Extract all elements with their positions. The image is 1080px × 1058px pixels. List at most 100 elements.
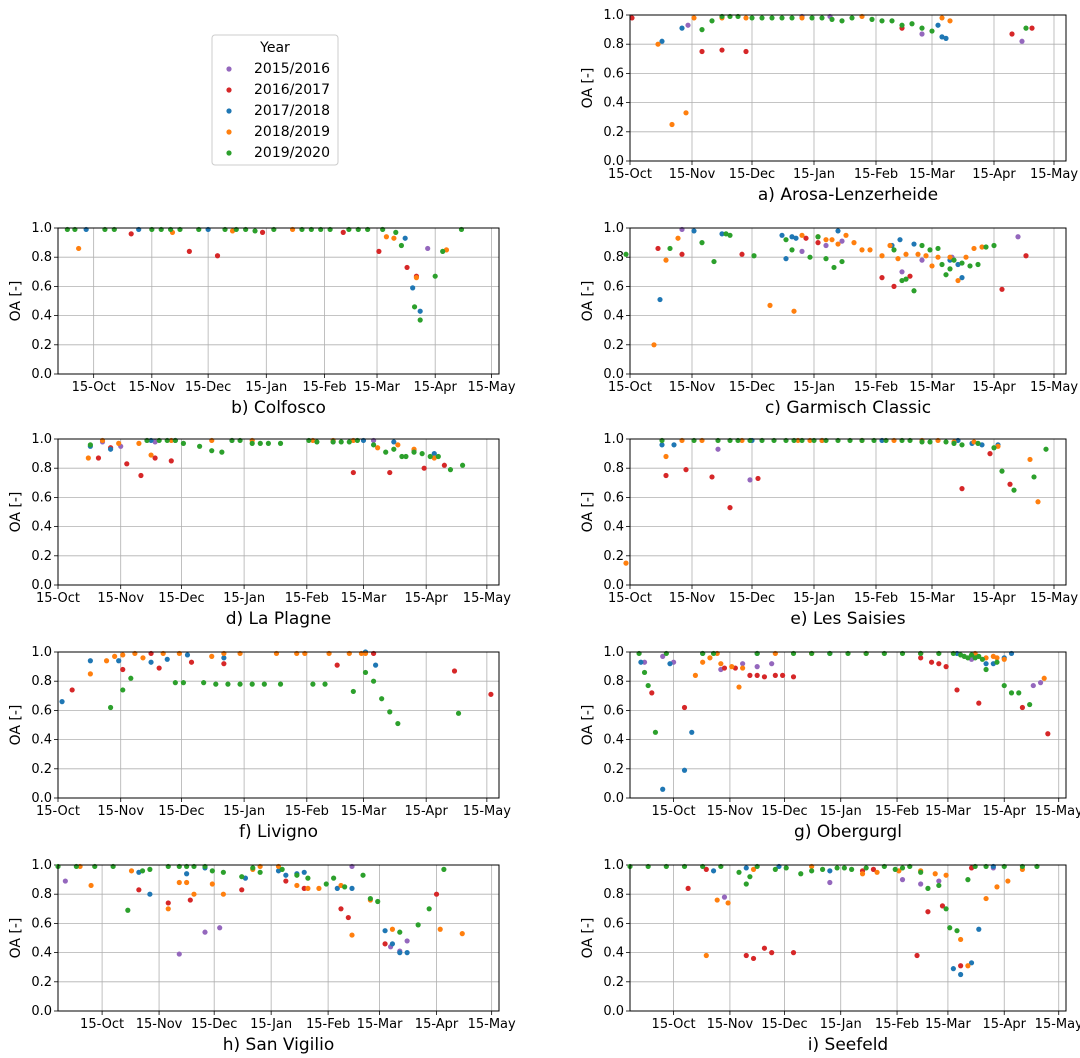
point-2017-2018 (659, 38, 665, 44)
point-2019-2020 (257, 440, 263, 446)
axes-frame (629, 864, 1067, 1012)
y-tick-label: 1.0 (603, 8, 624, 23)
point-2015-2016 (919, 257, 925, 263)
panel-d: 0.0 0.2 0.4 0.6 0.8 1.0 15-Oct 15-Nov 15-Dec 15-J… (8, 432, 511, 629)
legend-label: 2015/2016 (254, 61, 330, 77)
point-2019-2020 (967, 263, 973, 269)
point-2019-2020 (807, 254, 813, 260)
point-2019-2020 (435, 453, 441, 460)
point-2017-2018 (391, 439, 397, 445)
point-2018-2019 (963, 254, 969, 260)
point-2016-2017 (350, 469, 356, 476)
point-2018-2019 (867, 247, 873, 253)
point-2018-2019 (663, 257, 669, 263)
point-2019-2020 (417, 317, 423, 323)
point-2017-2018 (671, 442, 677, 448)
point-2016-2017 (780, 672, 786, 678)
x-tick-label: 15-Oct (80, 1017, 124, 1032)
point-2016-2017 (907, 273, 913, 279)
point-2017-2018 (955, 261, 961, 268)
point-2019-2020 (994, 659, 1000, 665)
point-2019-2020 (943, 439, 949, 445)
point-2019-2020 (743, 881, 749, 887)
point-2016-2017 (124, 461, 130, 467)
x-tick-label: 15-Dec (158, 591, 204, 606)
y-tick-label: 0.4 (31, 733, 52, 748)
x-tick-label: 15-Feb (306, 1017, 350, 1032)
point-2015-2016 (685, 22, 691, 28)
point-2017-2018 (959, 275, 965, 281)
point-2019-2020 (350, 688, 356, 695)
y-tick-label: 0.0 (31, 578, 52, 593)
point-2017-2018 (976, 926, 982, 932)
point-2018-2019 (675, 235, 681, 241)
point-2018-2019 (994, 655, 1000, 661)
point-2018-2019 (955, 277, 961, 284)
point-2018-2019 (983, 895, 989, 902)
point-2015-2016 (1037, 680, 1044, 686)
point-2018-2019 (879, 253, 885, 259)
y-axis-label: OA [-] (580, 68, 596, 109)
axes-frame (57, 438, 500, 586)
point-2019-2020 (1031, 474, 1037, 480)
y-tick-label: 0.2 (603, 975, 624, 990)
point-2015-2016 (1015, 234, 1021, 240)
point-2019-2020 (1001, 682, 1007, 689)
point-2017-2018 (404, 950, 410, 956)
point-2017-2018 (783, 256, 789, 262)
point-2019-2020 (314, 439, 320, 445)
point-2018-2019 (103, 658, 110, 664)
y-axis-label: OA [-] (580, 281, 596, 322)
point-2019-2020 (279, 866, 285, 872)
point-2018-2019 (431, 455, 437, 461)
point-2019-2020 (375, 898, 381, 905)
axes-frame (629, 651, 1067, 799)
point-2019-2020 (991, 242, 997, 249)
point-2018-2019 (729, 664, 735, 670)
point-2019-2020 (87, 442, 93, 448)
point-2017-2018 (939, 34, 945, 40)
point-2019-2020 (397, 929, 403, 935)
point-2019-2020 (809, 868, 815, 874)
legend-label: 2016/2017 (254, 82, 330, 98)
y-axis-label: OA [-] (8, 705, 24, 746)
y-tick-label: 0.8 (603, 674, 624, 689)
point-2019-2020 (711, 258, 717, 265)
axes-frame (57, 651, 500, 799)
point-2016-2017 (755, 475, 761, 482)
point-2015-2016 (62, 878, 68, 884)
point-2019-2020 (863, 865, 869, 871)
point-2017-2018 (116, 658, 122, 664)
x-tick-label: 15-Dec (729, 380, 775, 395)
point-2019-2020 (265, 440, 271, 446)
y-tick-label: 1.0 (31, 858, 52, 873)
x-tick-label: 15-Feb (854, 167, 898, 182)
plot-area (630, 652, 1066, 798)
legend-title: Year (259, 40, 290, 56)
point-2018-2019 (120, 652, 126, 658)
point-2015-2016 (217, 925, 223, 931)
point-2019-2020 (911, 288, 917, 294)
point-2018-2019 (700, 659, 706, 665)
x-tick-label: 15-May (1030, 591, 1078, 606)
x-tick-label: 15-Feb (875, 804, 919, 819)
axes-frame (629, 438, 1067, 586)
point-2016-2017 (750, 955, 757, 962)
point-2018-2019 (316, 885, 322, 891)
panel-h: 0.0 0.2 0.4 0.6 0.8 1.0 15-Oct 15-Nov 15-Dec 15-J… (8, 858, 516, 1055)
point-2015-2016 (823, 242, 829, 249)
y-tick-label: 0.0 (603, 154, 624, 169)
point-2016-2017 (939, 903, 946, 909)
point-2019-2020 (965, 655, 971, 661)
x-tick-label: 15-Dec (729, 591, 775, 606)
point-2016-2017 (1029, 25, 1035, 31)
point-2018-2019 (979, 244, 985, 250)
point-2019-2020 (252, 228, 258, 234)
point-2017-2018 (968, 960, 975, 966)
point-2017-2018 (743, 865, 749, 871)
point-2017-2018 (679, 25, 685, 31)
point-2019-2020 (699, 240, 705, 246)
point-2016-2017 (679, 251, 685, 257)
point-2018-2019 (929, 263, 935, 269)
point-2016-2017 (936, 661, 942, 667)
